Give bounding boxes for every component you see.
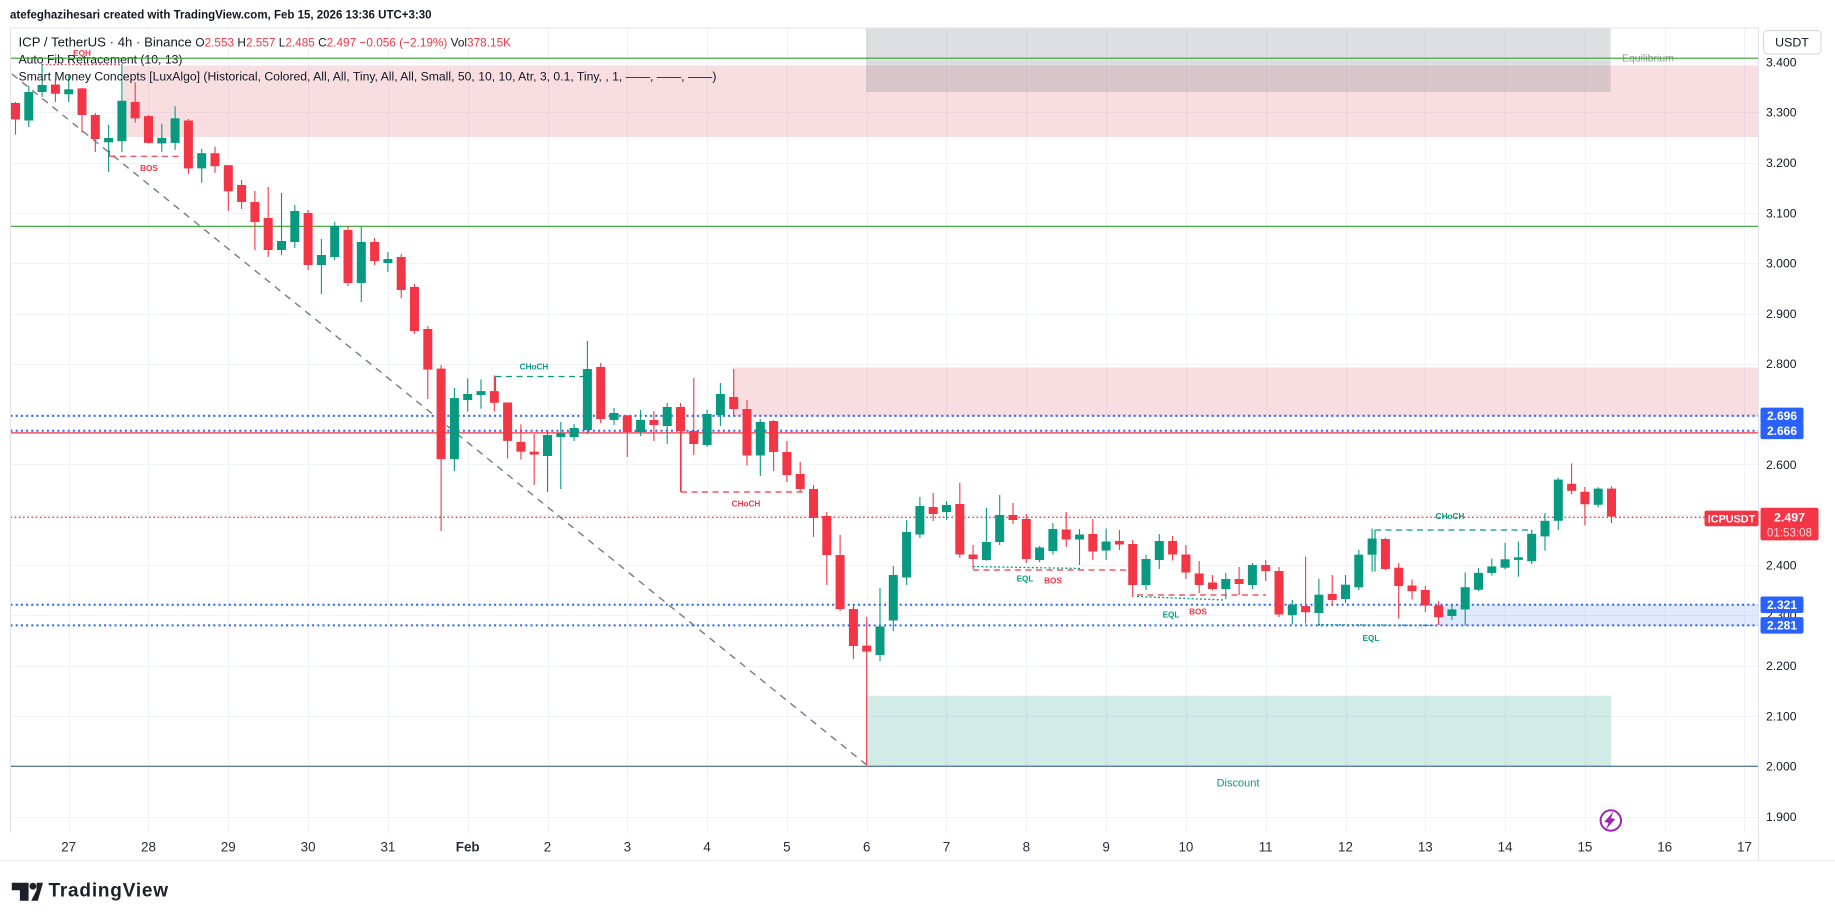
svg-text:4: 4	[703, 840, 711, 855]
svg-text:01:53:08: 01:53:08	[1767, 526, 1812, 539]
svg-text:CHoCH: CHoCH	[520, 363, 549, 372]
svg-text:2.000: 2.000	[1766, 760, 1797, 774]
svg-text:2: 2	[544, 840, 551, 855]
svg-text:ICP / TetherUS · 4h · Binance: ICP / TetherUS · 4h · Binance O2.553 H2.…	[19, 35, 512, 50]
svg-text:2.400: 2.400	[1766, 558, 1797, 572]
svg-text:ICPUSDT: ICPUSDT	[1708, 513, 1756, 525]
svg-text:10: 10	[1178, 840, 1193, 855]
svg-text:15: 15	[1577, 840, 1592, 855]
svg-text:30: 30	[301, 840, 316, 855]
svg-text:5: 5	[783, 840, 790, 855]
svg-text:atefeghazihesari created with: atefeghazihesari created with TradingVie…	[10, 10, 432, 22]
svg-text:2.497: 2.497	[1774, 511, 1805, 525]
svg-text:1.900: 1.900	[1766, 810, 1797, 824]
svg-text:2.800: 2.800	[1766, 357, 1797, 371]
svg-text:29: 29	[221, 840, 236, 855]
svg-text:BOS: BOS	[1189, 608, 1207, 617]
svg-text:3.100: 3.100	[1766, 206, 1797, 220]
svg-text:3: 3	[624, 840, 631, 855]
svg-text:3.000: 3.000	[1766, 257, 1797, 271]
svg-text:EQL: EQL	[1163, 611, 1180, 620]
svg-text:Discount: Discount	[1217, 778, 1260, 790]
svg-text:17: 17	[1737, 840, 1752, 855]
svg-text:13: 13	[1418, 840, 1433, 855]
svg-text:2.200: 2.200	[1766, 659, 1797, 673]
svg-text:CHoCH: CHoCH	[732, 500, 761, 509]
svg-text:8: 8	[1023, 840, 1030, 855]
svg-text:2.321: 2.321	[1767, 598, 1797, 612]
svg-text:2.666: 2.666	[1767, 424, 1797, 438]
svg-text:28: 28	[141, 840, 156, 855]
svg-text:16: 16	[1657, 840, 1672, 855]
svg-text:USDT: USDT	[1775, 36, 1809, 50]
svg-text:EQH: EQH	[73, 49, 91, 58]
svg-text:6: 6	[863, 840, 870, 855]
svg-text:Smart Money Concepts [LuxAlgo]: Smart Money Concepts [LuxAlgo] (Historic…	[19, 69, 717, 83]
svg-text:3.200: 3.200	[1766, 156, 1797, 170]
svg-text:Feb: Feb	[456, 840, 480, 855]
svg-text:12: 12	[1338, 840, 1353, 855]
svg-text:14: 14	[1498, 840, 1513, 855]
svg-text:31: 31	[380, 840, 395, 855]
svg-text:BOS: BOS	[1044, 577, 1062, 586]
svg-text:EQL: EQL	[1017, 575, 1034, 584]
svg-text:2.696: 2.696	[1767, 409, 1797, 423]
svg-text:3.400: 3.400	[1766, 55, 1797, 69]
svg-text:2.100: 2.100	[1766, 709, 1797, 723]
svg-text:9: 9	[1102, 840, 1109, 855]
svg-text:BOS: BOS	[140, 164, 158, 173]
svg-text:2.281: 2.281	[1767, 619, 1797, 633]
svg-text:3.300: 3.300	[1766, 106, 1797, 120]
svg-text:CHoCH: CHoCH	[1436, 512, 1465, 521]
svg-text:2.900: 2.900	[1766, 307, 1797, 321]
svg-text:27: 27	[61, 840, 76, 855]
svg-text:TradingView: TradingView	[49, 881, 169, 902]
svg-text:2.600: 2.600	[1766, 458, 1797, 472]
svg-text:11: 11	[1259, 840, 1273, 855]
svg-text:EQL: EQL	[1363, 634, 1380, 643]
svg-text:Auto Fib Retracement (10, 13): Auto Fib Retracement (10, 13)	[19, 52, 183, 66]
svg-text:7: 7	[943, 840, 950, 855]
